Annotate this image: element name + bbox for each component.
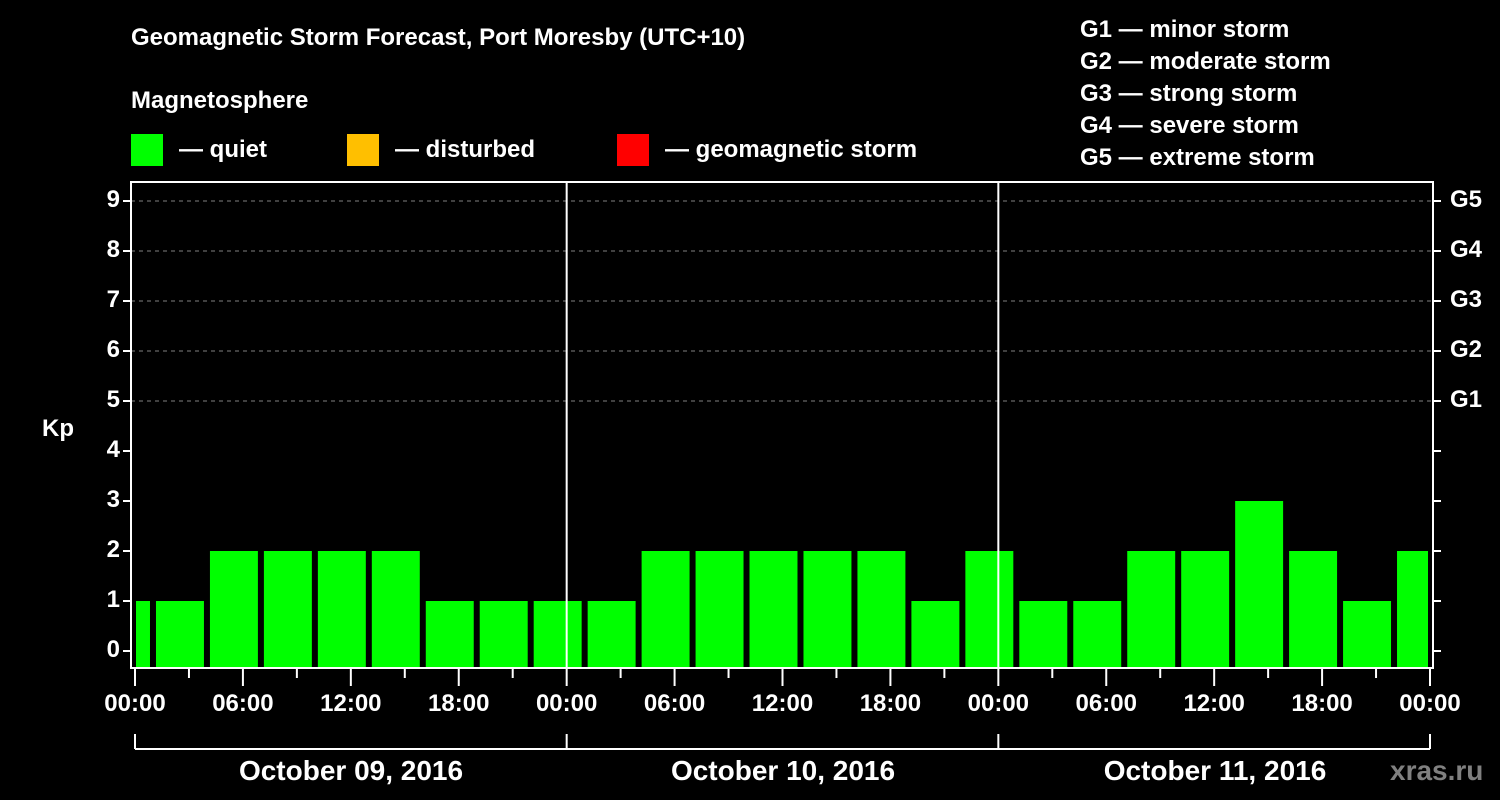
y-tick-label: 7 (106, 286, 120, 313)
x-tick-label: 00:00 (967, 690, 1030, 717)
x-tick-label: 00:00 (1399, 690, 1461, 717)
kp-bar (749, 551, 798, 667)
x-tick-label: 06:00 (643, 690, 706, 717)
x-tick-label: 18:00 (859, 690, 922, 717)
quiet-swatch-icon (131, 134, 163, 166)
g3-legend: G3 — strong storm (1080, 80, 1298, 107)
date-label-3: October 11, 2016 (1103, 755, 1327, 786)
legend-quiet-label: — quiet (179, 136, 267, 163)
legend-storm-label: — geomagnetic storm (665, 136, 918, 163)
kp-bar (317, 551, 366, 667)
y-tick-label: 2 (106, 536, 120, 563)
kp-bar (911, 601, 960, 667)
kp-bar (209, 551, 258, 667)
x-tick-label: 00:00 (104, 690, 166, 717)
kp-bar (1289, 551, 1338, 667)
date-label-1: October 09, 2016 (238, 755, 464, 786)
kp-bar (263, 551, 312, 667)
x-tick-label: 18:00 (1291, 690, 1353, 717)
legend-storm: — geomagnetic storm (617, 134, 917, 166)
kp-bar (695, 551, 744, 667)
kp-bar (1127, 551, 1176, 667)
legend-disturbed: — disturbed (347, 134, 535, 166)
kp-bar (1073, 601, 1122, 667)
kp-bar (965, 551, 1014, 667)
kp-bar (533, 601, 582, 667)
y-tick-label: 5 (106, 386, 120, 413)
kp-bar (587, 601, 636, 667)
kp-bar (803, 551, 852, 667)
x-tick-label: 12:00 (751, 690, 814, 717)
kp-bar (857, 551, 906, 667)
kp-bar (1181, 551, 1230, 667)
y-tick-label: 8 (106, 236, 120, 263)
legend-subtitle: Magnetosphere (131, 87, 309, 114)
chart-title: Geomagnetic Storm Forecast, Port Moresby… (131, 24, 746, 51)
kp-bar (479, 601, 528, 667)
y-axis-label: Kp (42, 415, 74, 442)
g4-legend: G4 — severe storm (1080, 112, 1299, 139)
g-scale-legend: G1 — minor storm G2 — moderate storm G3 … (1080, 14, 1331, 174)
storm-swatch-icon (617, 134, 649, 166)
g-tick-label: G1 (1450, 386, 1483, 413)
x-tick-label: 06:00 (1075, 690, 1137, 717)
x-tick-label: 06:00 (212, 690, 274, 717)
y-tick-label: 1 (106, 586, 120, 613)
g1-legend: G1 — minor storm (1080, 16, 1290, 43)
kp-bar (425, 601, 474, 667)
y-tick-label: 9 (106, 186, 120, 213)
x-tick-label: 18:00 (428, 690, 490, 717)
y-tick-label: 3 (106, 486, 120, 513)
date-label-2: October 10, 2016 (670, 755, 896, 786)
x-tick-label: 00:00 (535, 690, 598, 717)
kp-bar (1235, 501, 1284, 667)
kp-bar (155, 601, 204, 667)
legend-disturbed-label: — disturbed (395, 136, 536, 163)
g-tick-label: G4 (1450, 236, 1483, 263)
kp-bar (371, 551, 420, 667)
x-tick-label: 12:00 (320, 690, 382, 717)
y-tick-label: 0 (106, 636, 120, 663)
g2-legend: G2 — moderate storm (1080, 48, 1331, 75)
g-tick-label: G5 (1450, 186, 1483, 213)
g-tick-label: G3 (1450, 286, 1483, 313)
y-tick-label: 6 (106, 336, 120, 363)
y-tick-label: 4 (106, 436, 120, 463)
kp-bar (641, 551, 690, 667)
g-tick-label: G2 (1450, 336, 1483, 363)
kp-bar (1397, 551, 1428, 667)
kp-bar (136, 601, 150, 667)
legend-quiet: — quiet (131, 134, 267, 166)
kp-bar (1343, 601, 1392, 667)
g5-legend: G5 — extreme storm (1080, 144, 1315, 171)
x-tick-label: 12:00 (1183, 690, 1245, 717)
kp-bar (1019, 601, 1068, 667)
disturbed-swatch-icon (347, 134, 379, 166)
watermark: xras.ru (1390, 755, 1484, 786)
